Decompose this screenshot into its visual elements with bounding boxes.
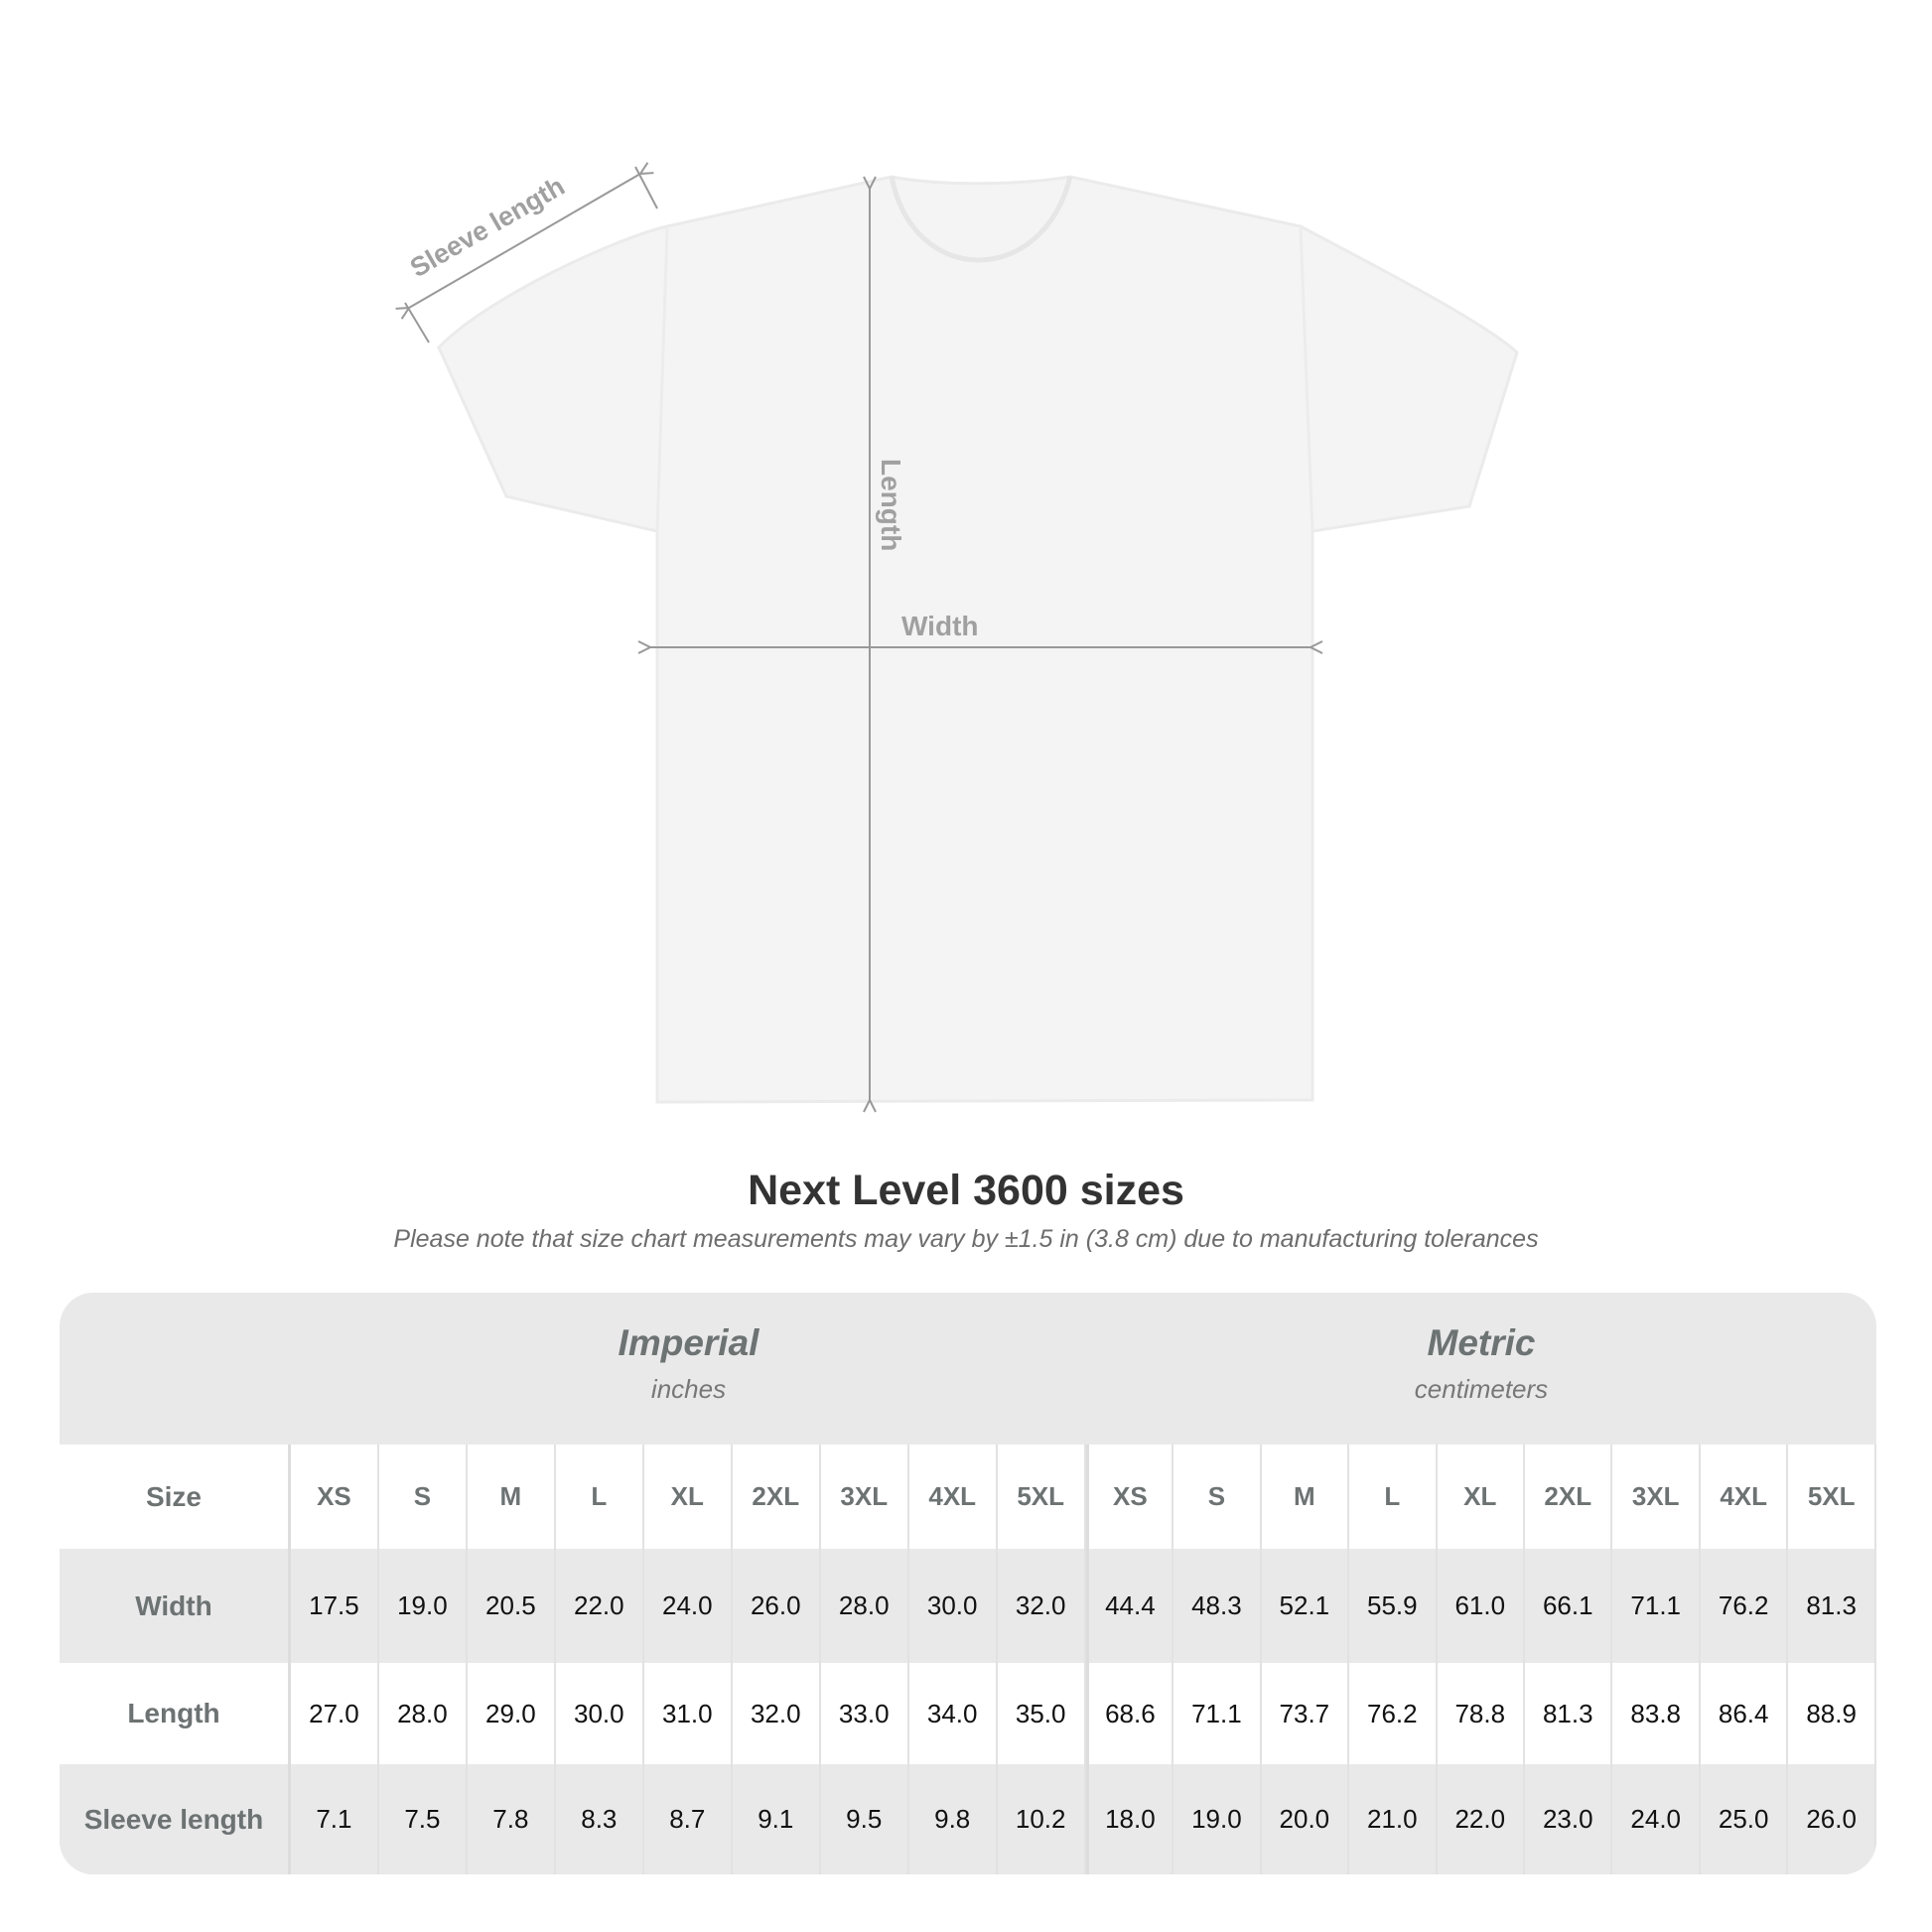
value-cell: 61.0 <box>1438 1549 1526 1663</box>
value-cell: 22.0 <box>1438 1764 1526 1874</box>
value-cell: 7.8 <box>468 1764 556 1874</box>
value-cell: 23.0 <box>1525 1764 1613 1874</box>
value-cell: 19.0 <box>1173 1764 1262 1874</box>
size-header-cell: 3XL <box>821 1445 909 1549</box>
value-cell: 86.4 <box>1701 1663 1789 1764</box>
value-cell: 88.9 <box>1788 1663 1876 1764</box>
size-chart-table: Imperial inches Metric centimeters Size X… <box>60 1293 1876 1874</box>
value-cell: 35.0 <box>998 1663 1086 1764</box>
value-cell: 7.1 <box>291 1764 379 1874</box>
value-cell: 9.1 <box>733 1764 821 1874</box>
value-cell: 44.4 <box>1085 1549 1174 1663</box>
size-header-cell: L <box>556 1445 644 1549</box>
size-header-cell: 2XL <box>1525 1445 1613 1549</box>
value-cell: 7.5 <box>379 1764 468 1874</box>
value-cell: 25.0 <box>1701 1764 1789 1874</box>
value-cell: 68.6 <box>1085 1663 1174 1764</box>
value-cell: 81.3 <box>1788 1549 1876 1663</box>
value-cell: 26.0 <box>733 1549 821 1663</box>
value-cell: 52.1 <box>1262 1549 1350 1663</box>
value-cell: 32.0 <box>998 1549 1086 1663</box>
value-cell: 66.1 <box>1525 1549 1613 1663</box>
metric-header: Metric centimeters <box>1414 1322 1549 1404</box>
value-cell: 30.0 <box>556 1663 644 1764</box>
row-label: Size <box>60 1445 291 1549</box>
tolerance-note: Please note that size chart measurements… <box>393 1225 1539 1253</box>
value-cell: 9.8 <box>909 1764 998 1874</box>
value-cell: 31.0 <box>644 1663 733 1764</box>
table-row: Width 17.5 19.0 20.5 22.0 24.0 26.0 28.0 30.0 32.… <box>60 1549 1876 1663</box>
value-cell: 8.3 <box>556 1764 644 1874</box>
size-header-cell: 5XL <box>998 1445 1086 1549</box>
size-header-cell: 4XL <box>909 1445 998 1549</box>
tshirt-diagram: Sleeve length Length Width <box>0 0 1519 1132</box>
value-cell: 76.2 <box>1349 1663 1438 1764</box>
value-cell: 8.7 <box>644 1764 733 1874</box>
value-cell: 27.0 <box>291 1663 379 1764</box>
length-label: Length <box>876 459 906 551</box>
value-cell: 81.3 <box>1525 1663 1613 1764</box>
imperial-header: Imperial inches <box>618 1322 759 1404</box>
value-cell: 21.0 <box>1349 1764 1438 1874</box>
size-header-cell: 2XL <box>733 1445 821 1549</box>
value-cell: 26.0 <box>1788 1764 1876 1874</box>
value-cell: 18.0 <box>1085 1764 1174 1874</box>
value-cell: 48.3 <box>1173 1549 1262 1663</box>
value-cell: 9.5 <box>821 1764 909 1874</box>
value-cell: 24.0 <box>644 1549 733 1663</box>
size-header-cell: 4XL <box>1701 1445 1789 1549</box>
value-cell: 20.5 <box>468 1549 556 1663</box>
value-cell: 28.0 <box>379 1663 468 1764</box>
value-cell: 73.7 <box>1262 1663 1350 1764</box>
value-cell: 76.2 <box>1701 1549 1789 1663</box>
size-header-cell: L <box>1349 1445 1438 1549</box>
size-header-cell: XS <box>291 1445 379 1549</box>
size-header-cell: 3XL <box>1612 1445 1701 1549</box>
row-label: Width <box>60 1549 291 1663</box>
value-cell: 34.0 <box>909 1663 998 1764</box>
size-header-cell: S <box>1173 1445 1262 1549</box>
size-header-cell: 5XL <box>1788 1445 1876 1549</box>
width-label: Width <box>901 611 979 641</box>
value-cell: 22.0 <box>556 1549 644 1663</box>
size-header-row: Size XS S M L XL 2XL 3XL 4XL 5XL XS S M L XL 2XL 3XL 4XL 5… <box>60 1445 1876 1549</box>
page-title: Next Level 3600 sizes <box>748 1167 1184 1214</box>
value-cell: 24.0 <box>1612 1764 1701 1874</box>
value-cell: 78.8 <box>1438 1663 1526 1764</box>
value-cell: 29.0 <box>468 1663 556 1764</box>
table-row: Length 27.0 28.0 29.0 30.0 31.0 32.0 33.0 34.0 35… <box>60 1663 1876 1764</box>
value-cell: 20.0 <box>1262 1764 1350 1874</box>
table-row: Sleeve length 7.1 7.5 7.8 8.3 8.7 9.1 9.5 9.8 10.… <box>60 1764 1876 1874</box>
row-label: Length <box>60 1663 291 1764</box>
sleeve-length-label: Sleeve length <box>405 171 570 283</box>
sleeve-arrow <box>409 174 640 308</box>
value-cell: 28.0 <box>821 1549 909 1663</box>
value-cell: 71.1 <box>1612 1549 1701 1663</box>
size-header-cell: M <box>468 1445 556 1549</box>
size-header-cell: XL <box>1438 1445 1526 1549</box>
value-cell: 19.0 <box>379 1549 468 1663</box>
value-cell: 10.2 <box>998 1764 1086 1874</box>
size-header-cell: XL <box>644 1445 733 1549</box>
row-label: Sleeve length <box>60 1764 291 1874</box>
size-header-cell: S <box>379 1445 468 1549</box>
value-cell: 55.9 <box>1349 1549 1438 1663</box>
value-cell: 71.1 <box>1173 1663 1262 1764</box>
value-cell: 83.8 <box>1612 1663 1701 1764</box>
value-cell: 33.0 <box>821 1663 909 1764</box>
value-cell: 30.0 <box>909 1549 998 1663</box>
value-cell: 32.0 <box>733 1663 821 1764</box>
size-header-cell: M <box>1262 1445 1350 1549</box>
size-header-cell: XS <box>1085 1445 1174 1549</box>
value-cell: 17.5 <box>291 1549 379 1663</box>
